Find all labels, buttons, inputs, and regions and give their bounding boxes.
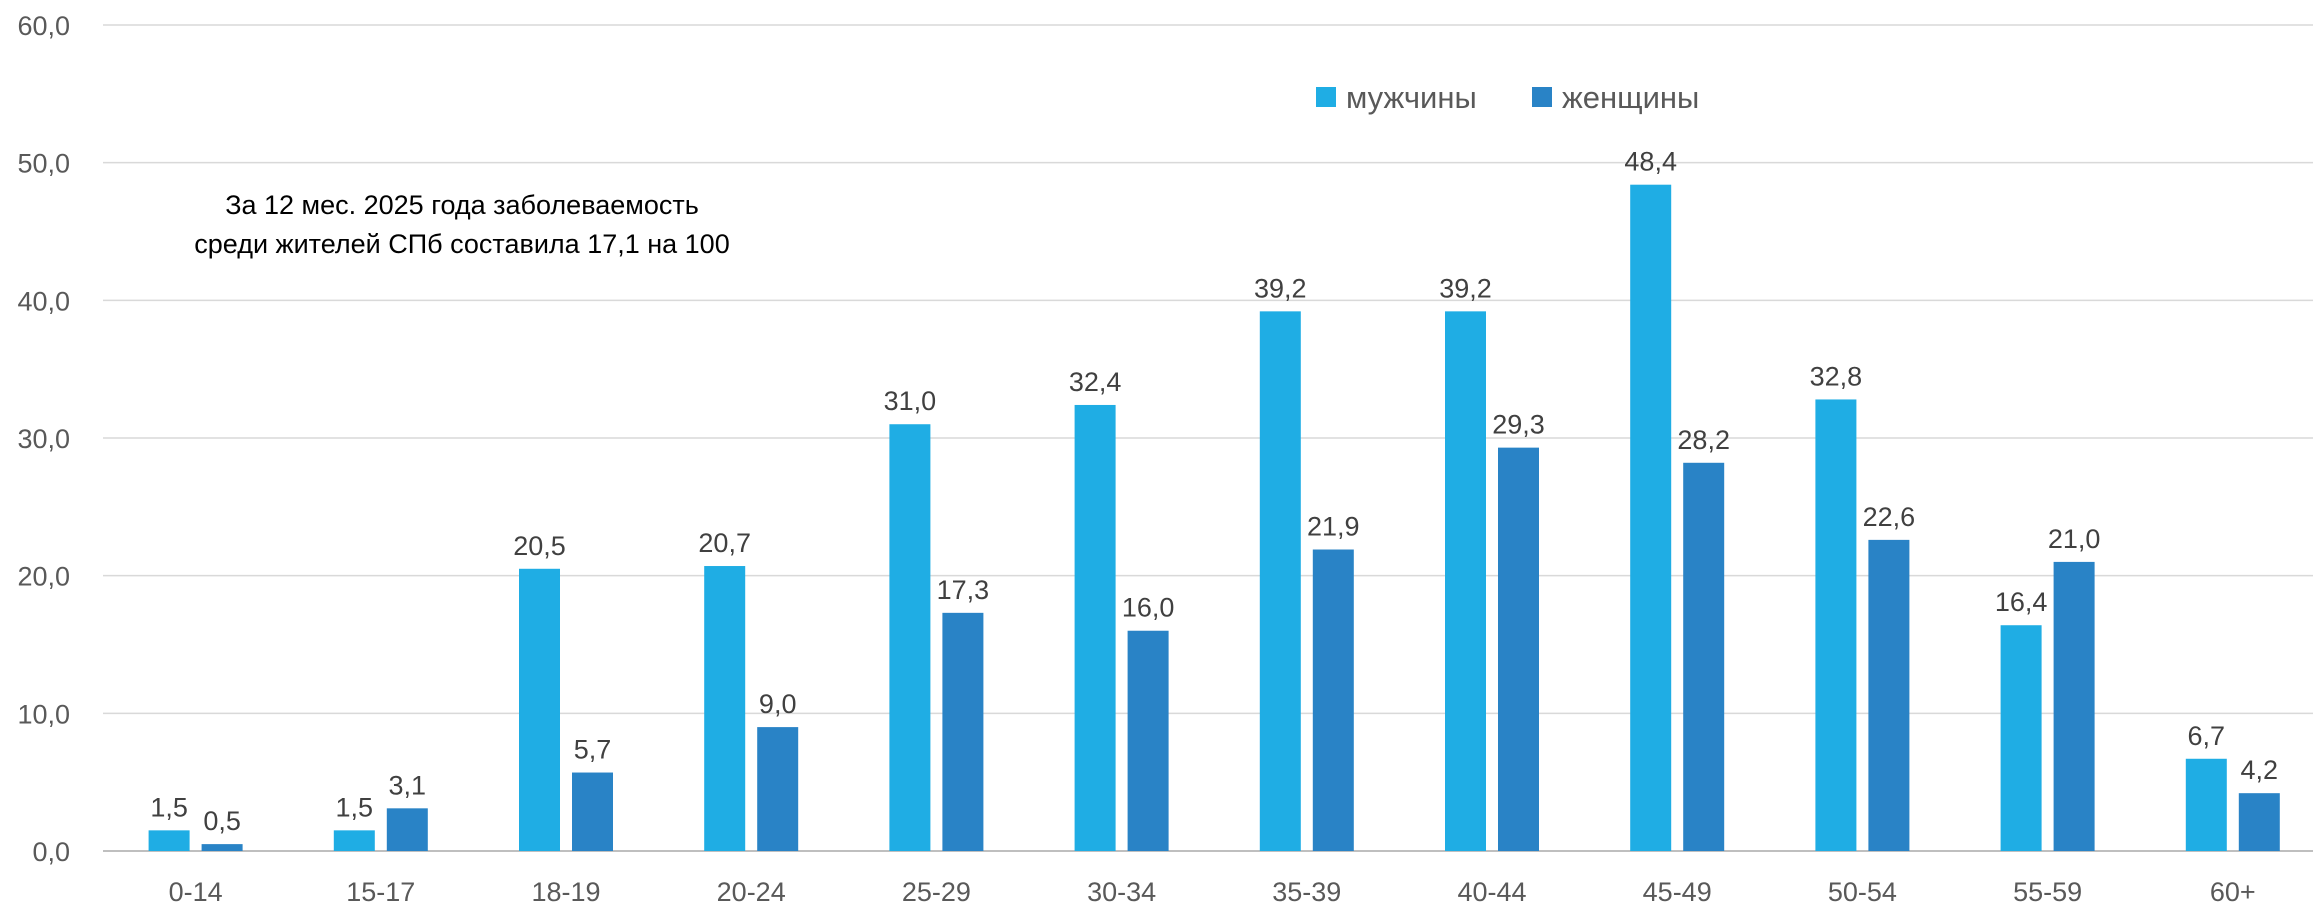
y-tick-label: 40,0 — [17, 286, 70, 316]
bar-men — [2000, 625, 2042, 851]
data-label: 9,0 — [759, 689, 797, 719]
data-label: 21,0 — [2048, 524, 2101, 554]
legend: мужчины женщины — [1316, 80, 1699, 115]
data-label: 22,6 — [1863, 502, 1916, 532]
annotation: За 12 мес. 2025 года заболеваемость сред… — [194, 190, 729, 259]
x-tick-label: 40-44 — [1457, 877, 1526, 905]
x-tick-label: 25-29 — [902, 877, 971, 905]
data-label: 21,9 — [1307, 512, 1360, 542]
x-axis-ticks: 0-14 15-17 18-19 20-24 25-29 30-34 35-39 40-44 4… — [169, 877, 2256, 905]
x-tick-label: 30-34 — [1087, 877, 1156, 905]
bar-women — [1498, 447, 1539, 851]
gridlines — [103, 24, 2313, 852]
y-tick-label: 20,0 — [17, 562, 70, 592]
y-tick-label: 0,0 — [32, 837, 70, 867]
data-label: 17,3 — [937, 575, 990, 605]
data-label: 16,0 — [1122, 593, 1175, 623]
bar-men — [1630, 184, 1672, 851]
data-label: 16,4 — [1995, 587, 2048, 617]
x-tick-label: 18-19 — [531, 877, 600, 905]
y-tick-label: 50,0 — [17, 149, 70, 179]
bar-women — [201, 844, 243, 851]
bar-women — [2238, 793, 2280, 851]
y-axis-ticks: 0,0 10,0 20,0 30,0 40,0 50,0 60,0 — [17, 11, 70, 867]
data-label: 31,0 — [884, 386, 937, 416]
bar-women — [2053, 561, 2095, 851]
data-label: 0,5 — [203, 806, 241, 836]
data-label: 29,3 — [1492, 410, 1545, 440]
bar-men — [2185, 758, 2227, 851]
legend-label-women: женщины — [1562, 80, 1699, 115]
data-label: 5,7 — [574, 735, 612, 765]
x-tick-label: 50-54 — [1828, 877, 1897, 905]
data-label: 3,1 — [389, 770, 427, 800]
data-label: 1,5 — [336, 792, 374, 822]
bar-men — [519, 568, 560, 851]
bars — [148, 184, 2280, 851]
data-label: 32,4 — [1069, 367, 1122, 397]
bar-men — [1074, 404, 1116, 851]
bar-men — [1815, 399, 1857, 851]
x-tick-label: 60+ — [2210, 877, 2256, 905]
bar-women — [1127, 630, 1169, 851]
data-label: 28,2 — [1677, 425, 1730, 455]
y-tick-label: 30,0 — [17, 424, 70, 454]
annotation-line-1: За 12 мес. 2025 года заболеваемость — [225, 190, 699, 220]
bar-women — [1868, 539, 1910, 851]
bar-women — [1312, 549, 1354, 851]
bar-women — [572, 772, 613, 851]
data-label: 39,2 — [1439, 273, 1492, 303]
data-label: 20,5 — [513, 531, 566, 561]
data-label: 32,8 — [1810, 361, 1863, 391]
bar-men — [1259, 311, 1301, 851]
bar-women — [1683, 462, 1725, 851]
data-label: 4,2 — [2241, 755, 2279, 785]
x-tick-label: 45-49 — [1643, 877, 1712, 905]
bar-women — [942, 612, 984, 851]
data-labels: 1,5 0,5 1,5 3,1 20,5 5,7 20,7 9,0 31,0 17,3 32,4 16… — [150, 147, 2278, 836]
bar-men — [148, 830, 190, 851]
x-tick-label: 0-14 — [169, 877, 223, 905]
data-label: 6,7 — [2188, 721, 2226, 751]
bar-women — [386, 808, 428, 851]
x-tick-label: 15-17 — [346, 877, 415, 905]
x-tick-label: 55-59 — [2013, 877, 2082, 905]
data-label: 20,7 — [698, 528, 751, 558]
bar-women — [757, 727, 799, 851]
legend-swatch-women — [1532, 87, 1552, 107]
annotation-line-2: среди жителей СПб составила 17,1 на 100 — [194, 229, 729, 259]
x-tick-label: 35-39 — [1272, 877, 1341, 905]
bar-men — [889, 424, 931, 851]
bar-men — [704, 566, 746, 851]
x-tick-label: 20-24 — [717, 877, 786, 905]
bar-men — [333, 830, 375, 851]
data-label: 39,2 — [1254, 273, 1307, 303]
y-tick-label: 60,0 — [17, 11, 70, 41]
data-label: 48,4 — [1624, 147, 1677, 177]
legend-swatch-men — [1316, 87, 1336, 107]
data-label: 1,5 — [150, 792, 188, 822]
bar-men — [1445, 311, 1486, 851]
legend-label-men: мужчины — [1346, 80, 1477, 115]
y-tick-label: 10,0 — [17, 699, 70, 729]
